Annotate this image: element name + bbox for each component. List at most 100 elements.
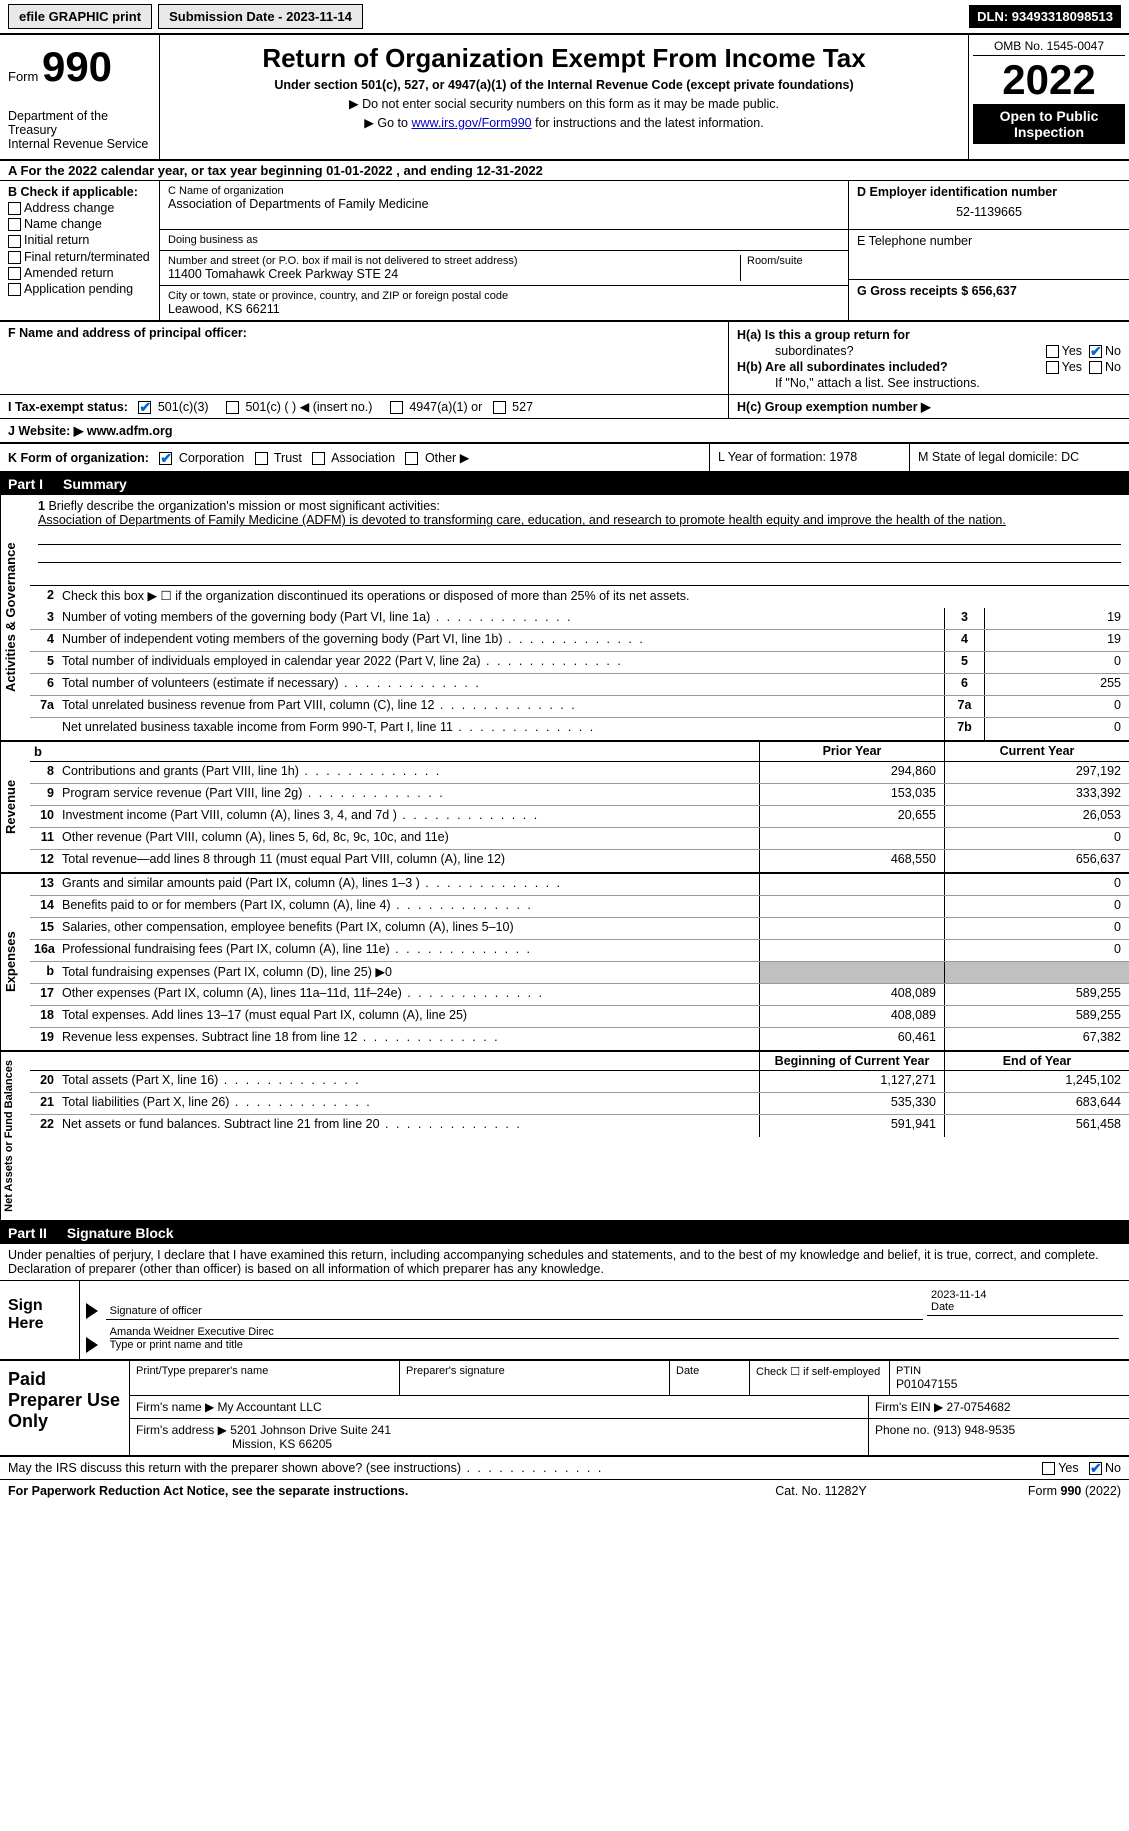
footer-row: For Paperwork Reduction Act Notice, see … (0, 1480, 1129, 1502)
preparer-section: Paid Preparer Use Only Print/Type prepar… (0, 1361, 1129, 1457)
lbl-4947: 4947(a)(1) or (409, 400, 482, 414)
section-k: K Form of organization: Corporation Trus… (0, 444, 709, 471)
vert-label-rev: Revenue (0, 742, 30, 872)
cb-association[interactable] (312, 452, 325, 465)
lbl-527: 527 (512, 400, 533, 414)
lbl-initial-return: Initial return (24, 233, 89, 247)
line-9-current: 333,392 (944, 784, 1129, 805)
line-7b-num (30, 718, 58, 740)
line-12-num: 12 (30, 850, 58, 872)
line-5-val: 0 (984, 652, 1129, 673)
sig-date-value: 2023-11-14 (931, 1289, 1119, 1301)
hc-label: H(c) Group exemption number ▶ (737, 400, 931, 414)
form-note-1: ▶ Do not enter social security numbers o… (168, 96, 960, 111)
dln-label: DLN: 93493318098513 (969, 5, 1121, 28)
cb-name-change[interactable] (8, 218, 21, 231)
lbl-amended-return: Amended return (24, 266, 114, 280)
line-13-current: 0 (944, 874, 1129, 895)
part-2-num: Part II (8, 1225, 67, 1241)
arrow-icon-2 (86, 1337, 98, 1353)
line-13-prior (759, 874, 944, 895)
line-2-num: 2 (30, 586, 58, 608)
irs-discuss-text: May the IRS discuss this return with the… (8, 1461, 941, 1475)
line-16a-prior (759, 940, 944, 961)
part-1-num: Part I (8, 476, 63, 492)
cb-corporation[interactable] (159, 452, 172, 465)
section-deg: D Employer identification number 52-1139… (849, 181, 1129, 320)
line-12-current: 656,637 (944, 850, 1129, 872)
summary-expenses: Expenses 13 Grants and similar amounts p… (0, 874, 1129, 1052)
i-label: I Tax-exempt status: (8, 400, 128, 414)
cb-ha-no[interactable] (1089, 345, 1102, 358)
sig-date-label: Date (931, 1301, 954, 1313)
line-14-current: 0 (944, 896, 1129, 917)
section-b: B Check if applicable: Address change Na… (0, 181, 160, 320)
line-6-val: 255 (984, 674, 1129, 695)
efile-print-button[interactable]: efile GRAPHIC print (8, 4, 152, 29)
cb-discuss-yes[interactable] (1042, 1462, 1055, 1475)
form990-link[interactable]: www.irs.gov/Form990 (411, 116, 531, 130)
cb-501c3[interactable] (138, 401, 151, 414)
section-c: C Name of organization Association of De… (160, 181, 849, 320)
line-4-num: 4 (30, 630, 58, 651)
footer-left: For Paperwork Reduction Act Notice, see … (8, 1484, 721, 1498)
line-9-num: 9 (30, 784, 58, 805)
cb-application-pending[interactable] (8, 283, 21, 296)
summary-revenue: Revenue b Prior Year Current Year 8 Cont… (0, 742, 1129, 874)
org-name: Association of Departments of Family Med… (168, 197, 840, 211)
footer-right: Form 990 (2022) (921, 1484, 1121, 1498)
lbl-final-return: Final return/terminated (24, 250, 150, 264)
line-17-current: 589,255 (944, 984, 1129, 1005)
line-10-current: 26,053 (944, 806, 1129, 827)
lbl-name-change: Name change (24, 217, 102, 231)
line-11-text: Other revenue (Part VIII, column (A), li… (58, 828, 759, 849)
j-label: J Website: ▶ www.adfm.org (8, 424, 173, 438)
firm-name-value: My Accountant LLC (218, 1400, 322, 1414)
cb-address-change[interactable] (8, 202, 21, 215)
line-4-box: 4 (944, 630, 984, 651)
line-13-num: 13 (30, 874, 58, 895)
section-h: H(a) Is this a group return for subordin… (729, 322, 1129, 394)
cb-initial-return[interactable] (8, 235, 21, 248)
cb-527[interactable] (493, 401, 506, 414)
part-1-header: Part I Summary (0, 473, 1129, 495)
firm-ein-value: 27-0754682 (947, 1400, 1011, 1414)
cb-other[interactable] (405, 452, 418, 465)
line-14-prior (759, 896, 944, 917)
submission-date-button[interactable]: Submission Date - 2023-11-14 (158, 4, 363, 29)
cb-501c[interactable] (226, 401, 239, 414)
line-3-box: 3 (944, 608, 984, 629)
cb-ha-yes[interactable] (1046, 345, 1059, 358)
note2-pre: ▶ Go to (364, 116, 411, 130)
cb-4947[interactable] (390, 401, 403, 414)
ha-label: H(a) Is this a group return for (737, 328, 910, 342)
vert-label-nab: Net Assets or Fund Balances (0, 1052, 30, 1220)
c-dba-label: Doing business as (168, 234, 840, 246)
cb-hb-yes[interactable] (1046, 361, 1059, 374)
lbl-application-pending: Application pending (24, 282, 133, 296)
hb-label: H(b) Are all subordinates included? (737, 360, 948, 374)
line-19-prior: 60,461 (759, 1028, 944, 1050)
cb-amended-return[interactable] (8, 267, 21, 280)
line-15-text: Salaries, other compensation, employee b… (58, 918, 759, 939)
prep-check-label: Check ☐ if self-employed (756, 1365, 883, 1378)
preparer-label: Paid Preparer Use Only (0, 1361, 130, 1455)
cb-final-return[interactable] (8, 251, 21, 264)
form-number: 990 (42, 43, 112, 90)
line-16a-current: 0 (944, 940, 1129, 961)
header-right: OMB No. 1545-0047 2022 Open to Public In… (969, 35, 1129, 159)
line-1-label: Briefly describe the organization's miss… (48, 499, 439, 513)
line-10-num: 10 (30, 806, 58, 827)
line-7a-box: 7a (944, 696, 984, 717)
cb-hb-no[interactable] (1089, 361, 1102, 374)
line-20-prior: 1,127,271 (759, 1071, 944, 1092)
lbl-discuss-yes: Yes (1058, 1461, 1078, 1475)
line-14-text: Benefits paid to or for members (Part IX… (58, 896, 759, 917)
cb-discuss-no[interactable] (1089, 1462, 1102, 1475)
line-5-num: 5 (30, 652, 58, 673)
lbl-no-1: No (1105, 344, 1121, 358)
cb-trust[interactable] (255, 452, 268, 465)
lbl-address-change: Address change (24, 201, 114, 215)
footer-form-num: 990 (1061, 1484, 1082, 1498)
col-prior-year: Prior Year (759, 742, 944, 761)
